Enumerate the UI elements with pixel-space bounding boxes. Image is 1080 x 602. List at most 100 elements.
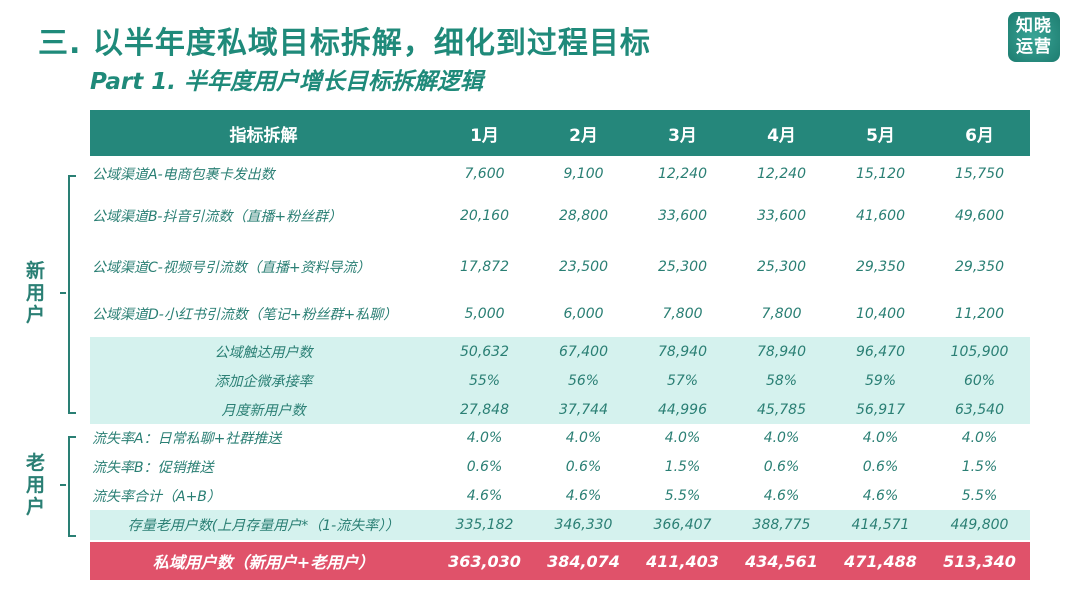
bracket-tick	[60, 292, 66, 294]
value-cell: 4.6%	[763, 488, 800, 504]
value-cell: 0.6%	[565, 459, 602, 475]
row-label: 公域渠道C-视频号引流数（直播+资料导流）	[92, 260, 371, 276]
value-cell: 434,561	[745, 551, 818, 571]
value-cell: 78,940	[757, 343, 806, 360]
table-row: 流失率B：促销推送 0.6% 0.6% 1.5% 0.6% 0.6% 1.5%	[90, 453, 1030, 481]
new-users-bracket	[68, 175, 76, 414]
value-cell: 366,407	[653, 517, 712, 533]
value-cell: 384,074	[547, 551, 620, 571]
value-cell: 37,744	[559, 401, 608, 418]
value-cell: 41,600	[856, 208, 905, 224]
row-label: 流失率合计（A+B）	[92, 489, 221, 505]
row-label: 公域渠道D-小红书引流数（笔记+粉丝群+私聊）	[92, 307, 398, 323]
table-row: 月度新用户数 27,848 37,744 44,996 45,785 56,917 63,5…	[90, 395, 1030, 424]
page-subtitle: Part 1. 半年度用户增长目标拆解逻辑	[90, 69, 483, 95]
value-cell: 67,400	[559, 343, 608, 360]
value-cell: 50,632	[460, 343, 509, 360]
value-cell: 4.0%	[961, 430, 998, 446]
value-cell: 15,120	[856, 166, 905, 182]
row-label: 私域用户数（新用户+老用户）	[152, 553, 375, 572]
value-cell: 63,540	[955, 401, 1004, 418]
value-cell: 471,488	[844, 551, 917, 571]
value-cell: 56,917	[856, 401, 905, 418]
value-cell: 56%	[567, 372, 600, 389]
value-cell: 4.0%	[862, 430, 899, 446]
table-row: 添加企微承接率 55% 56% 57% 58% 59% 60%	[90, 366, 1030, 395]
value-cell: 4.6%	[862, 488, 899, 504]
value-cell: 411,403	[646, 551, 719, 571]
value-cell: 59%	[864, 372, 897, 389]
value-cell: 15,750	[955, 166, 1004, 182]
value-cell: 12,240	[757, 166, 806, 182]
row-label: 流失率A：日常私聊+社群推送	[92, 431, 282, 447]
value-cell: 58%	[765, 372, 798, 389]
value-cell: 25,300	[757, 259, 806, 275]
table-row: 私域用户数（新用户+老用户） 363,030 384,074 411,403 434,5…	[90, 542, 1030, 580]
value-cell: 44,996	[658, 401, 707, 418]
header-cell: 3月	[668, 125, 697, 146]
row-label: 添加企微承接率	[214, 373, 313, 390]
old-users-bracket	[68, 436, 76, 537]
value-cell: 414,571	[851, 517, 910, 533]
group-label-old: 老用户	[26, 452, 46, 518]
header-cell: 1月	[470, 125, 499, 146]
value-cell: 12,240	[658, 166, 707, 182]
table-row: 公域渠道D-小红书引流数（笔记+粉丝群+私聊） 5,000 6,000 7,800 7,…	[90, 300, 1030, 328]
value-cell: 55%	[468, 372, 501, 389]
value-cell: 33,600	[658, 208, 707, 224]
table-row: 公域触达用户数 50,632 67,400 78,940 78,940 96,470 105…	[90, 337, 1030, 366]
value-cell: 4.0%	[565, 430, 602, 446]
row-label: 存量老用户数(上月存量用户*（1-流失率））	[127, 518, 400, 534]
table-row: 公域渠道A-电商包裹卡发出数 7,600 9,100 12,240 12,240 15,1…	[90, 160, 1030, 188]
value-cell: 449,800	[950, 517, 1009, 533]
value-cell: 11,200	[955, 306, 1004, 322]
row-label: 流失率B：促销推送	[92, 460, 214, 476]
value-cell: 4.0%	[664, 430, 701, 446]
value-cell: 335,182	[455, 517, 514, 533]
value-cell: 28,800	[559, 208, 608, 224]
page-title: 三. 以半年度私域目标拆解，细化到过程目标	[38, 26, 651, 61]
value-cell: 7,800	[761, 306, 802, 322]
brand-logo: 知晓 运营	[1008, 12, 1060, 62]
value-cell: 96,470	[856, 343, 905, 360]
value-cell: 10,400	[856, 306, 905, 322]
value-cell: 5.5%	[961, 488, 998, 504]
value-cell: 513,340	[943, 551, 1016, 571]
value-cell: 0.6%	[466, 459, 503, 475]
table-row: 流失率A：日常私聊+社群推送 4.0% 4.0% 4.0% 4.0% 4.0% 4.0%	[90, 424, 1030, 452]
value-cell: 346,330	[554, 517, 613, 533]
value-cell: 7,600	[464, 166, 505, 182]
table-row: 公域渠道B-抖音引流数（直播+粉丝群） 20,160 28,800 33,600 33,…	[90, 202, 1030, 230]
bracket-tick	[60, 484, 66, 486]
value-cell: 49,600	[955, 208, 1004, 224]
table-row: 公域渠道C-视频号引流数（直播+资料导流） 17,872 23,500 25,300 2…	[90, 253, 1030, 281]
table-row: 存量老用户数(上月存量用户*（1-流失率）） 335,182 346,330 366,…	[90, 510, 1030, 540]
table-header: 指标拆解 1月 2月 3月 4月 5月 6月	[90, 110, 1030, 156]
value-cell: 0.6%	[763, 459, 800, 475]
value-cell: 23,500	[559, 259, 608, 275]
value-cell: 29,350	[856, 259, 905, 275]
header-cell: 2月	[569, 125, 598, 146]
value-cell: 4.6%	[466, 488, 503, 504]
value-cell: 20,160	[460, 208, 509, 224]
value-cell: 105,900	[950, 343, 1009, 360]
value-cell: 4.6%	[565, 488, 602, 504]
value-cell: 1.5%	[961, 459, 998, 475]
row-label: 公域渠道B-抖音引流数（直播+粉丝群）	[92, 209, 343, 225]
row-label: 公域渠道A-电商包裹卡发出数	[92, 167, 275, 183]
header-cell: 指标拆解	[229, 125, 298, 146]
value-cell: 78,940	[658, 343, 707, 360]
value-cell: 27,848	[460, 401, 509, 418]
value-cell: 57%	[666, 372, 699, 389]
header-cell: 5月	[866, 125, 895, 146]
value-cell: 363,030	[448, 551, 521, 571]
value-cell: 5.5%	[664, 488, 701, 504]
header-cell: 6月	[965, 125, 994, 146]
value-cell: 6,000	[563, 306, 604, 322]
table-row: 流失率合计（A+B） 4.6% 4.6% 5.5% 4.6% 4.6% 5.5%	[90, 482, 1030, 510]
value-cell: 5,000	[464, 306, 505, 322]
value-cell: 45,785	[757, 401, 806, 418]
row-label: 月度新用户数	[221, 402, 306, 419]
value-cell: 4.0%	[466, 430, 503, 446]
value-cell: 0.6%	[862, 459, 899, 475]
